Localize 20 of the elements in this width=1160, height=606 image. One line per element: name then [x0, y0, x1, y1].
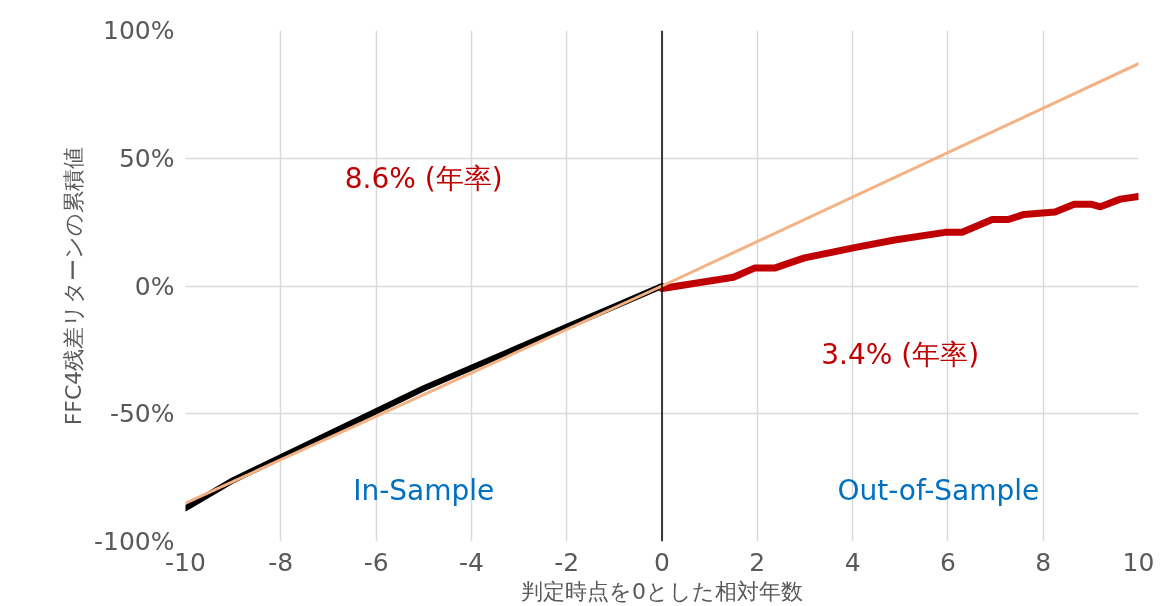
x-tick-label: -6 [363, 547, 389, 577]
x-tick-label: -2 [554, 547, 580, 577]
annotation: 3.4% (年率) [821, 338, 980, 372]
x-tick-label: 0 [654, 547, 670, 577]
y-tick-label: 0% [134, 271, 175, 301]
x-tick-label: 8 [1035, 547, 1052, 577]
y-axis-title: FFC4残差リターンの累積値 [61, 146, 87, 426]
x-tick-label: 4 [844, 547, 861, 577]
y-tick-label: 50% [118, 143, 175, 173]
y-tick-label: -50% [109, 399, 175, 429]
x-tick-label: 10 [1122, 547, 1155, 577]
x-tick-label: 6 [939, 547, 956, 577]
y-tick-label: 100% [103, 16, 175, 45]
annotation: In-Sample [353, 473, 495, 507]
annotation: Out-of-Sample [837, 473, 1040, 507]
x-tick-label: -8 [268, 547, 294, 577]
x-axis-title: 判定時点を0とした相対年数 [521, 578, 803, 604]
x-tick-label: 2 [749, 547, 766, 577]
annotation: 8.6% (年率) [344, 162, 503, 196]
x-tick-label: -4 [458, 547, 484, 577]
